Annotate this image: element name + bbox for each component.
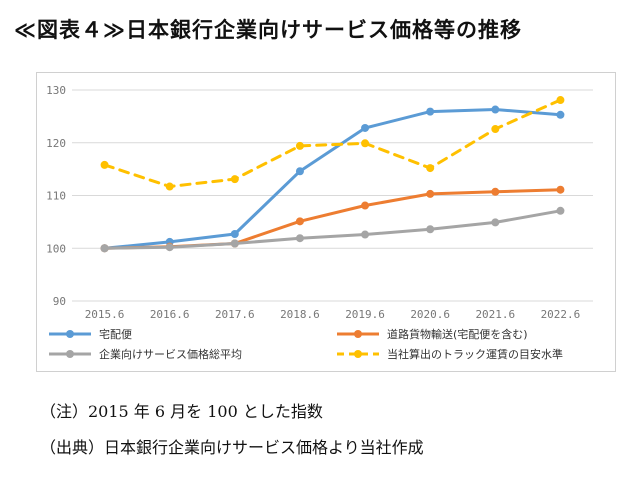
data-point — [426, 189, 435, 198]
data-point — [426, 164, 435, 173]
data-point — [556, 110, 565, 119]
data-point — [361, 201, 370, 210]
x-tick-label: 2020.6 — [410, 308, 450, 321]
data-point — [361, 139, 370, 148]
data-point — [556, 206, 565, 215]
legend-swatch-marker — [66, 330, 74, 338]
chart-frame: 90 100 110 120 130 2015.6 2016.6 2017.6 2018.6 20… — [36, 72, 616, 372]
x-tick-label: 2018.6 — [280, 308, 320, 321]
x-tick-label: 2022.6 — [541, 308, 581, 321]
legend-label: 道路貨物輸送(宅配便を含む) — [387, 327, 528, 341]
x-tick-label: 2019.6 — [345, 308, 385, 321]
data-point — [230, 230, 239, 239]
series-line — [103, 108, 562, 250]
source-text: （出典）日本銀行企業向けサービス価格より当社作成 — [40, 438, 424, 457]
y-tick-label: 110 — [46, 190, 66, 203]
data-point — [491, 187, 500, 196]
data-point — [361, 230, 370, 239]
legend-swatch-marker — [354, 350, 362, 358]
data-point — [230, 239, 239, 248]
legend-swatch-marker — [354, 330, 362, 338]
series-line — [103, 209, 562, 250]
series-line — [103, 98, 562, 188]
data-point — [426, 107, 435, 116]
line-chart: 90 100 110 120 130 2015.6 2016.6 2017.6 2018.6 20… — [46, 84, 593, 361]
legend-swatch-marker — [66, 350, 74, 358]
data-point — [295, 234, 304, 243]
legend-label: 企業向けサービス価格総平均 — [99, 347, 242, 361]
x-tick-label: 2017.6 — [215, 308, 255, 321]
page-title: ≪図表４≫日本銀行企業向けサービス価格等の推移 — [14, 18, 522, 42]
legend-label: 当社算出のトラック運賃の目安水準 — [387, 347, 563, 361]
data-point — [491, 105, 500, 114]
data-point — [230, 175, 239, 184]
y-tick-label: 100 — [46, 242, 66, 255]
data-point — [295, 167, 304, 176]
series-line — [103, 188, 562, 250]
data-point — [100, 244, 109, 253]
legend-label: 宅配便 — [99, 327, 132, 341]
data-point — [295, 141, 304, 150]
y-tick-label: 130 — [46, 84, 66, 97]
data-point — [426, 225, 435, 234]
data-point — [165, 243, 174, 252]
data-point — [491, 218, 500, 227]
x-tick-label: 2016.6 — [150, 308, 190, 321]
data-point — [295, 217, 304, 226]
y-tick-label: 90 — [53, 295, 66, 308]
data-point — [556, 96, 565, 105]
note-text: （注）2015 年 6 月を 100 とした指数 — [40, 402, 323, 421]
data-point — [556, 185, 565, 194]
y-tick-label: 120 — [46, 137, 66, 150]
x-tick-label: 2015.6 — [85, 308, 125, 321]
x-tick-label: 2021.6 — [475, 308, 515, 321]
data-point — [491, 125, 500, 134]
data-point — [165, 182, 174, 191]
data-point — [361, 123, 370, 132]
data-point — [100, 160, 109, 169]
